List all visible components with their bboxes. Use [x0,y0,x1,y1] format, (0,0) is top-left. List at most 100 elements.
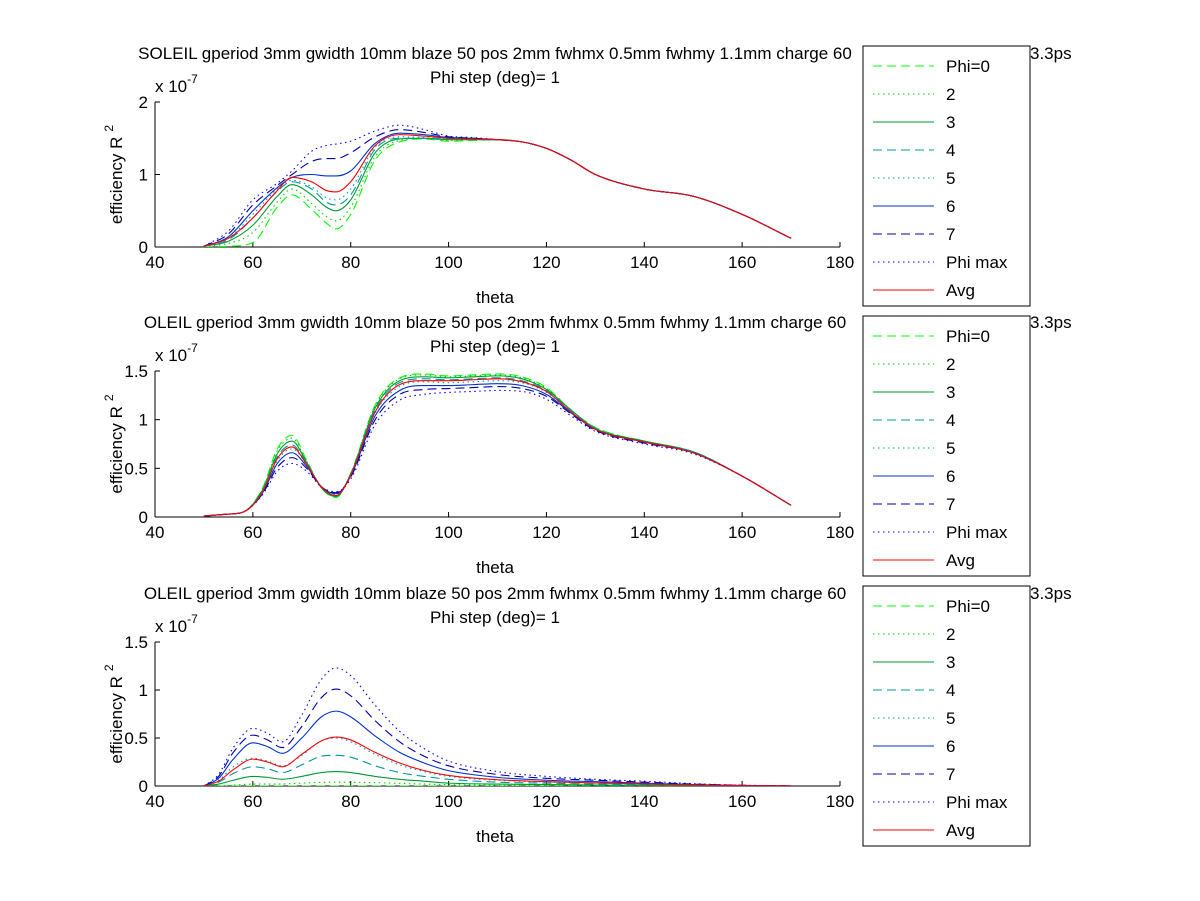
x-axis-label: theta [476,288,514,307]
legend-entry-label: Phi=0 [946,597,990,616]
y-axis-label-text: efficiency R [107,137,126,225]
chart-title: SOLEIL gperiod 3mm gwidth 10mm blaze 50 … [138,44,852,63]
legend: Phi=0 2 3 4 5 6 7 Phi max Avg [862,45,1031,307]
exponent-base: x 10 [155,77,187,96]
plot-area [155,102,840,247]
legend-entry-label: 5 [946,439,955,458]
legend-entry-label: 7 [946,765,955,784]
legend-entry-label: 4 [946,681,955,700]
legend-entry-label: 7 [946,225,955,244]
legend-entry-label: 4 [946,141,955,160]
y-axis-label-text: efficiency R [107,406,126,494]
legend: Phi=0 2 3 4 5 6 7 Phi max Avg [862,315,1031,577]
x-tick-label: 120 [532,253,560,272]
chart-panel-3: 40 60 80 100 120 140 160 180 0 0.5 1 1.5 x 10-7 OLEIL… [102,584,1072,847]
x-tick-label: 40 [146,253,165,272]
chart-title-tail: 3.3ps [1030,44,1072,63]
y-axis-label: efficiency R 2 [102,664,126,764]
y-tick-label: 1 [139,411,148,430]
legend-entry-label: 3 [946,113,955,132]
x-tick-label: 40 [146,792,165,811]
y-tick-label: 2 [139,93,148,112]
x-tick-label: 120 [532,792,560,811]
x-tick-label: 180 [826,523,854,542]
legend-entry-label: Avg [946,821,975,840]
legend-entry-label: 6 [946,737,955,756]
x-tick-label: 160 [728,792,756,811]
x-tick-label: 160 [728,253,756,272]
chart-title-tail: 3.3ps [1030,313,1072,332]
legend-entry-label: Phi max [946,253,1008,272]
chart-subtitle: Phi step (deg)= 1 [430,68,560,87]
plot-area [155,642,840,786]
chart-title: OLEIL gperiod 3mm gwidth 10mm blaze 50 p… [144,313,846,332]
y-tick-label: 0.5 [124,459,148,478]
y-axis-label-superscript: 2 [102,664,116,671]
chart-subtitle: Phi step (deg)= 1 [430,608,560,627]
x-tick-label: 140 [630,792,658,811]
chart-title-tail: 3.3ps [1030,584,1072,603]
legend-box [862,585,1031,847]
chart-title: OLEIL gperiod 3mm gwidth 10mm blaze 50 p… [144,584,846,603]
y-axis-label: efficiency R 2 [102,125,126,225]
legend-entry-label: Avg [946,281,975,300]
y-axis-label: efficiency R 2 [102,394,126,494]
y-tick-label: 0 [139,508,148,527]
legend-entry-label: Phi=0 [946,327,990,346]
legend-entry-label: 2 [946,625,955,644]
series-group [203,373,792,517]
plot-area [155,371,840,517]
series-line-3 [203,375,792,517]
x-tick-label: 80 [341,792,360,811]
exponent-base: x 10 [155,346,187,365]
series-line-2 [203,137,792,247]
x-tick-label: 120 [532,523,560,542]
legend-entry-label: 5 [946,709,955,728]
series-line-3 [203,771,792,786]
legend-entry-label: Avg [946,551,975,570]
x-tick-label: 180 [826,253,854,272]
legend-entry-label: 6 [946,197,955,216]
x-tick-label: 80 [341,253,360,272]
legend-entry-label: 7 [946,495,955,514]
legend-entry-label: 2 [946,355,955,374]
exponent-power: -7 [187,612,198,626]
x-axis-label: theta [476,558,514,577]
chart-panel-1: 40 60 80 100 120 140 160 180 0 1 2 x 10-7 SOLEIL gpe… [102,44,1072,307]
y-tick-label: 0 [139,238,148,257]
x-tick-label: 100 [434,523,462,542]
y-exponent-label: x 10-7 [155,72,198,96]
x-tick-label: 160 [728,523,756,542]
legend-entry-label: 4 [946,411,955,430]
legend-entry-label: 3 [946,653,955,672]
y-axis-label-superscript: 2 [102,125,116,132]
legend-box [862,45,1031,307]
legend-box [862,315,1031,577]
legend-entry-label: Phi=0 [946,57,990,76]
series-line-2 [203,374,792,517]
legend: Phi=0 2 3 4 5 6 7 Phi max Avg [862,585,1031,847]
x-tick-label: 40 [146,523,165,542]
x-tick-label: 60 [243,792,262,811]
x-tick-label: 60 [243,253,262,272]
y-exponent-label: x 10-7 [155,612,198,636]
y-tick-label: 1.5 [124,362,148,381]
series-line-4 [203,754,792,786]
chart-panel-2: 40 60 80 100 120 140 160 180 0 0.5 1 1.5 x 10-7 OLEIL… [102,313,1072,577]
series-line-7 [203,386,792,517]
x-tick-label: 140 [630,523,658,542]
y-tick-label: 1 [139,166,148,185]
series-line-avg [203,736,792,786]
legend-entry-label: 5 [946,169,955,188]
series-line-phi-max [203,389,792,517]
series-line-avg [203,378,792,517]
x-tick-label: 80 [341,523,360,542]
y-tick-label: 1 [139,681,148,700]
x-tick-label: 180 [826,792,854,811]
y-exponent-label: x 10-7 [155,341,198,365]
y-tick-label: 0.5 [124,729,148,748]
series-line-avg [203,134,792,247]
x-tick-label: 60 [243,523,262,542]
legend-entry-label: Phi max [946,523,1008,542]
